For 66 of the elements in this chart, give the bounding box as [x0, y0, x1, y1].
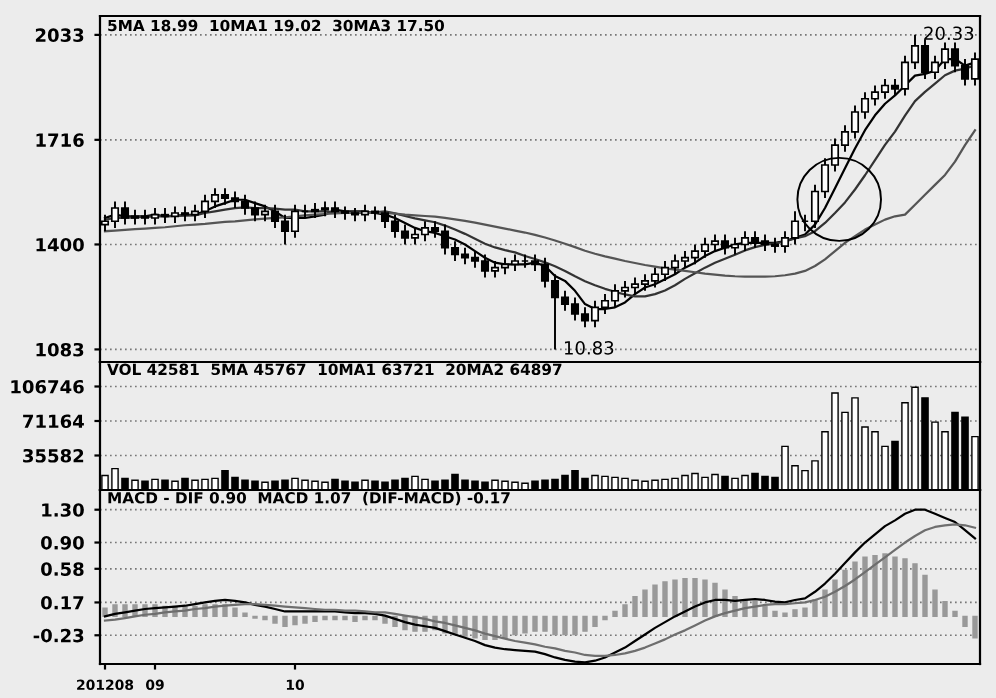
- bar: [512, 615, 518, 636]
- y-tick-label: 1400: [36, 237, 84, 252]
- bar: [712, 582, 718, 618]
- bar: [542, 615, 548, 632]
- bar: [482, 615, 488, 641]
- bar: [292, 615, 298, 626]
- bar: [972, 615, 978, 639]
- bar: [642, 589, 648, 618]
- bar: [862, 556, 868, 618]
- bar: [692, 577, 698, 618]
- bar: [572, 615, 578, 636]
- y-tick-label: -0.23: [33, 628, 84, 643]
- bar: [522, 615, 528, 634]
- bar: [702, 579, 708, 618]
- y-tick-label: 1.30: [42, 503, 84, 517]
- bar: [792, 609, 798, 618]
- bar: [872, 554, 878, 618]
- bar: [622, 604, 628, 618]
- annotation: 20.33: [924, 26, 974, 41]
- bar: [652, 584, 658, 618]
- bar: [612, 610, 618, 618]
- y-tick-label: 106746: [11, 379, 84, 394]
- bar: [352, 615, 358, 623]
- bar: [772, 610, 778, 618]
- bar: [902, 558, 908, 618]
- bar: [852, 561, 858, 618]
- y-tick-label: 1716: [36, 133, 84, 147]
- y-tick-label: 0.58: [41, 562, 84, 576]
- bar: [802, 607, 808, 618]
- bar: [932, 589, 938, 618]
- bar: [492, 615, 498, 641]
- bar: [632, 596, 638, 618]
- bar: [952, 610, 958, 618]
- y-tick-label: 0.17: [41, 595, 84, 610]
- bar: [662, 581, 668, 618]
- bar: [272, 615, 278, 624]
- bar: [562, 615, 568, 636]
- y-tick-label: 2033: [35, 28, 84, 42]
- bar: [552, 615, 558, 636]
- bar: [832, 579, 838, 618]
- bar: [312, 615, 318, 623]
- bar: [672, 579, 678, 618]
- bar: [822, 589, 828, 618]
- bar: [682, 577, 688, 618]
- bar: [922, 574, 928, 618]
- bar: [532, 615, 538, 632]
- y-tick-label: 35582: [23, 448, 84, 463]
- line-series: [103, 129, 977, 278]
- bar: [882, 553, 888, 618]
- bar: [232, 607, 238, 618]
- bar: [812, 599, 818, 618]
- bar: [302, 615, 308, 624]
- bar: [842, 569, 848, 618]
- bar: [942, 600, 948, 618]
- y-tick-label: 71164: [23, 414, 84, 429]
- bar: [762, 605, 768, 618]
- bar: [912, 563, 918, 618]
- bar: [502, 615, 508, 639]
- bar: [962, 615, 968, 627]
- annotation: 10.83: [564, 341, 614, 355]
- y-tick-label: 0.90: [41, 535, 84, 550]
- bar: [282, 615, 288, 627]
- bar: [592, 615, 598, 627]
- y-tick-label: 1083: [36, 342, 84, 357]
- bar: [892, 556, 898, 618]
- bar: [582, 615, 588, 632]
